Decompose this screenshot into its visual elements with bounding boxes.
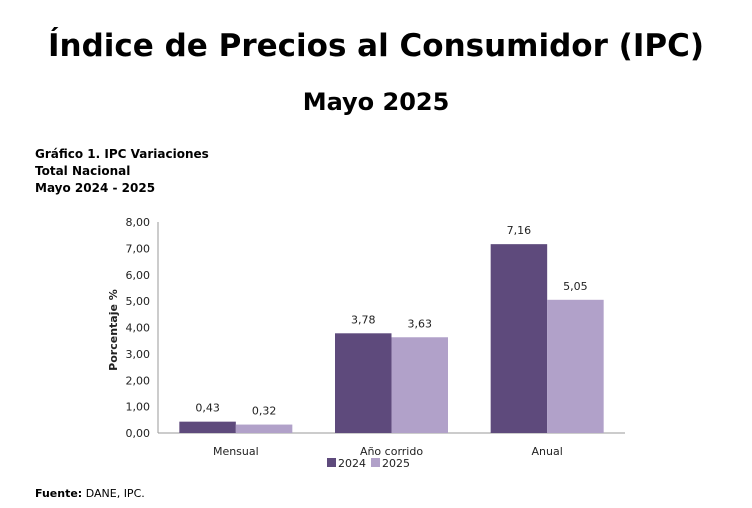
data-label: 0,43: [195, 402, 220, 415]
source-text: DANE, IPC.: [82, 487, 145, 500]
bar-2025: [547, 299, 604, 433]
y-axis-label: Porcentaje %: [107, 289, 120, 371]
y-tick-label: 3,00: [126, 348, 151, 361]
x-tick-label: Anual: [532, 445, 563, 458]
data-label: 0,32: [252, 405, 277, 418]
y-tick-label: 1,00: [126, 401, 151, 414]
data-label: 7,16: [507, 224, 532, 237]
data-label: 5,05: [563, 280, 588, 293]
bar-2024: [490, 244, 548, 433]
page-title: Índice de Precios al Consumidor (IPC): [47, 28, 704, 64]
chart-caption-line1: Gráfico 1. IPC Variaciones: [35, 147, 209, 161]
y-tick-label: 0,00: [126, 427, 151, 440]
y-tick-label: 4,00: [126, 322, 151, 335]
y-tick-label: 2,00: [126, 374, 151, 387]
data-label: 3,78: [351, 313, 376, 326]
bar-2025: [391, 337, 448, 433]
source-label: Fuente:: [35, 487, 83, 500]
x-tick-label: Mensual: [213, 445, 259, 458]
bar-2025: [235, 424, 293, 433]
source-note: Fuente: DANE, IPC.: [35, 487, 145, 500]
legend-label: 2024: [338, 457, 366, 470]
y-tick-label: 7,00: [126, 242, 151, 255]
legend-label: 2025: [382, 457, 410, 470]
y-tick-label: 8,00: [126, 216, 151, 229]
legend-swatch-2024: [327, 458, 336, 467]
bar-2024: [335, 333, 392, 433]
y-tick-label: 5,00: [126, 295, 151, 308]
page-subtitle: Mayo 2025: [302, 88, 450, 116]
bar-2024: [179, 421, 236, 433]
y-tick-label: 6,00: [126, 269, 151, 282]
x-tick-label: Año corrido: [360, 445, 423, 458]
chart-caption-line3: Mayo 2024 - 2025: [35, 181, 156, 195]
chart-caption-line2: Total Nacional: [35, 164, 131, 178]
data-label: 3,63: [408, 317, 433, 330]
legend-swatch-2025: [371, 458, 380, 467]
